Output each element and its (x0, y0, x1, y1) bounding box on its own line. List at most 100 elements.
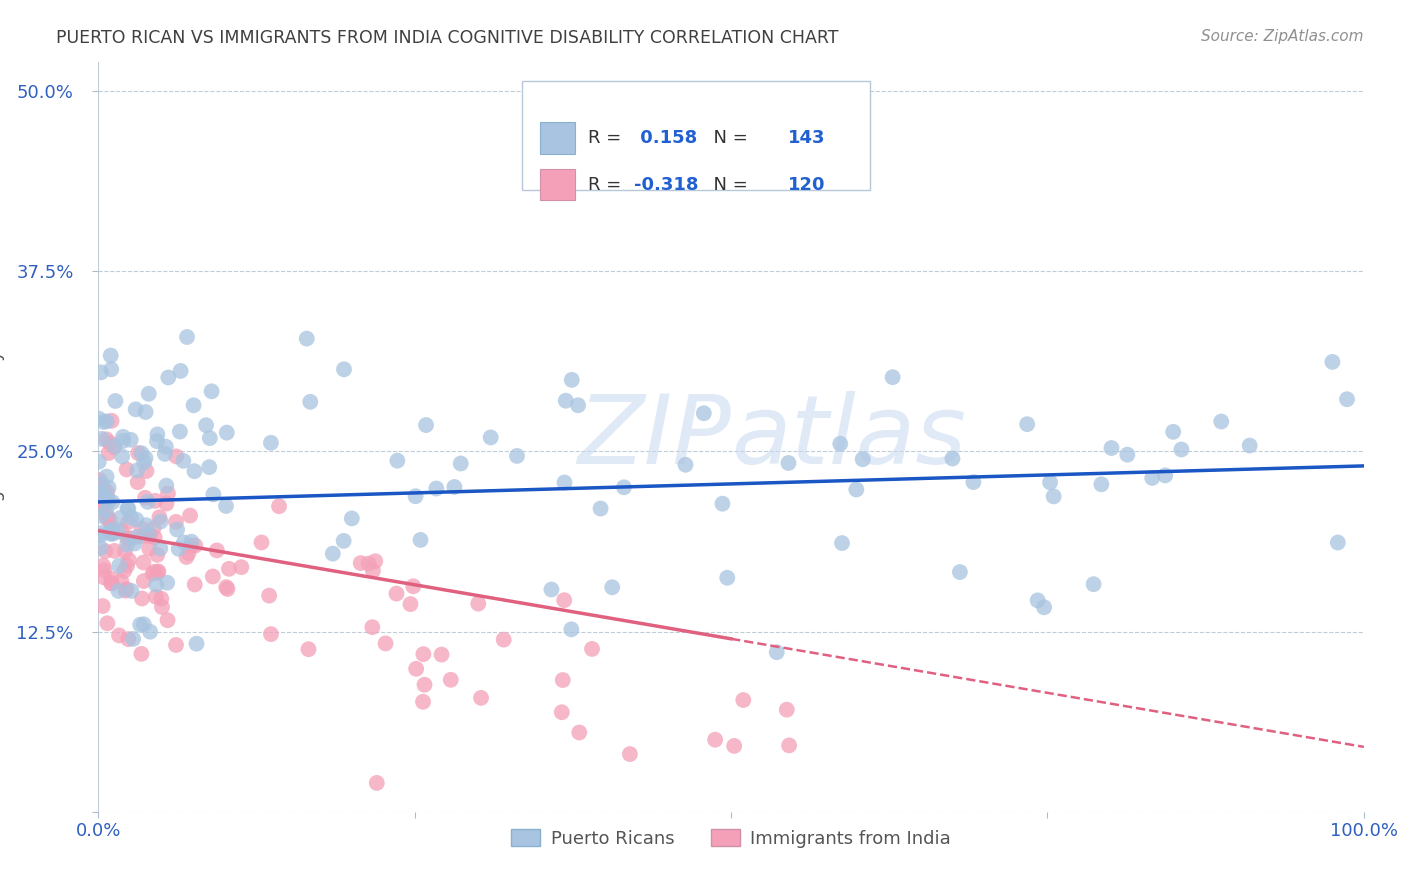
Point (357, 557, 380, 571)
Point (554, 393, 576, 408)
Point (186, 637, 208, 651)
Point (177, 546, 200, 560)
Point (90, 432, 112, 446)
Point (131, 446, 153, 460)
Point (103, 544, 125, 558)
Point (295, 332, 318, 346)
Point (131, 522, 153, 536)
Point (93, 498, 115, 512)
Point (94, 503, 117, 517)
Point (733, 693, 755, 707)
Point (443, 480, 465, 494)
Point (94, 544, 117, 558)
Point (385, 586, 408, 600)
Point (96, 414, 118, 428)
Point (143, 494, 166, 508)
Point (201, 569, 224, 583)
Point (350, 556, 373, 570)
Point (1042, 489, 1064, 503)
Point (148, 510, 170, 524)
Point (184, 577, 207, 591)
Point (96, 616, 118, 631)
Point (100, 349, 122, 363)
Point (1161, 425, 1184, 439)
Point (96, 469, 118, 483)
Point (114, 544, 136, 558)
Point (169, 364, 191, 378)
Point (120, 583, 142, 598)
Point (112, 434, 135, 448)
Point (89, 478, 111, 492)
Point (165, 515, 187, 529)
Point (215, 499, 238, 513)
Point (852, 452, 875, 467)
Point (1101, 441, 1123, 455)
Text: atlas: atlas (731, 391, 966, 483)
Text: 0.158: 0.158 (634, 129, 697, 147)
Point (693, 406, 716, 420)
Point (675, 458, 697, 472)
Point (142, 521, 165, 535)
Point (100, 525, 122, 540)
Point (155, 478, 177, 492)
Point (165, 638, 187, 652)
Point (231, 560, 253, 574)
Point (93, 570, 115, 584)
Point (180, 534, 202, 549)
Point (136, 495, 159, 509)
Point (94, 491, 117, 505)
Point (551, 705, 574, 719)
Point (87, 455, 110, 469)
Point (157, 370, 180, 384)
Point (215, 425, 238, 440)
Point (112, 430, 135, 444)
Point (100, 414, 122, 428)
Point (115, 558, 138, 573)
Point (145, 590, 167, 604)
Point (90, 541, 112, 556)
Point (143, 531, 166, 545)
Point (101, 526, 124, 541)
Point (1154, 468, 1177, 483)
Point (405, 489, 427, 503)
Point (364, 554, 387, 568)
Point (91, 497, 114, 511)
Point (250, 535, 273, 549)
Point (962, 475, 984, 489)
Point (1026, 593, 1049, 607)
Point (150, 599, 173, 614)
Point (155, 440, 177, 454)
Point (183, 464, 205, 478)
Point (1017, 417, 1039, 432)
Point (845, 483, 868, 497)
Point (332, 533, 354, 548)
Text: R =: R = (588, 176, 627, 194)
FancyBboxPatch shape (523, 81, 870, 190)
Point (374, 636, 396, 650)
Text: ZIP: ZIP (578, 391, 731, 483)
Point (183, 398, 205, 412)
Point (115, 582, 138, 596)
Point (98, 513, 121, 527)
Point (89, 473, 111, 487)
Point (101, 524, 124, 538)
Point (139, 529, 162, 543)
Legend: Puerto Ricans, Immigrants from India: Puerto Ricans, Immigrants from India (503, 822, 959, 855)
Point (333, 362, 356, 376)
Point (176, 549, 198, 564)
Point (101, 523, 124, 537)
Point (148, 565, 170, 579)
Point (399, 597, 422, 611)
Point (198, 460, 221, 475)
Point (1336, 392, 1358, 407)
Point (98, 436, 121, 450)
Point (1327, 535, 1350, 549)
Point (104, 394, 127, 409)
Point (184, 539, 207, 553)
Point (100, 572, 122, 586)
Point (551, 673, 574, 687)
Point (479, 430, 502, 444)
Point (260, 627, 283, 641)
Point (156, 613, 179, 627)
Point (138, 386, 160, 401)
